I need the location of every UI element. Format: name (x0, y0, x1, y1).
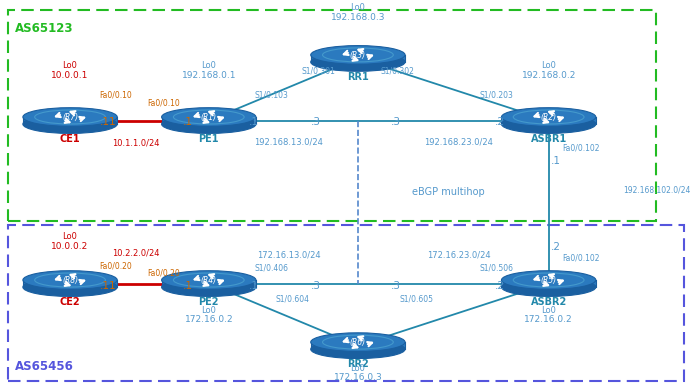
Text: Fa0/0.20: Fa0/0.20 (99, 262, 131, 271)
Text: 192.168.13.0/24: 192.168.13.0/24 (254, 137, 323, 146)
Text: AS65456: AS65456 (15, 360, 74, 373)
Text: Lo0: Lo0 (541, 306, 556, 315)
Text: (R5): (R5) (541, 276, 557, 285)
Text: S1/0.605: S1/0.605 (400, 294, 434, 303)
Text: (R1): (R1) (201, 113, 217, 122)
Text: 172.16.0.3: 172.16.0.3 (334, 373, 382, 382)
Text: 10.2.2.0/24: 10.2.2.0/24 (112, 249, 160, 258)
Text: .1: .1 (249, 117, 259, 127)
Ellipse shape (162, 115, 256, 133)
Text: 10.0.0.1: 10.0.0.1 (51, 71, 89, 80)
Text: 192.168.0.3: 192.168.0.3 (331, 13, 385, 22)
Polygon shape (311, 342, 405, 349)
Text: S1/0.301: S1/0.301 (301, 67, 335, 76)
Text: 172.16.23.0/24: 172.16.23.0/24 (427, 251, 490, 260)
Text: .3: .3 (391, 281, 401, 291)
Ellipse shape (311, 53, 405, 71)
Polygon shape (23, 280, 117, 287)
Text: .2: .2 (495, 281, 505, 291)
Text: (R4): (R4) (201, 276, 217, 285)
Text: .11: .11 (100, 117, 117, 127)
Text: 172.16.0.2: 172.16.0.2 (184, 315, 233, 324)
Polygon shape (311, 55, 405, 62)
Text: Fa0/0.102: Fa0/0.102 (562, 143, 600, 152)
Text: S1/0.506: S1/0.506 (480, 264, 514, 273)
Text: 10.1.1.0/24: 10.1.1.0/24 (112, 139, 160, 148)
Polygon shape (23, 117, 117, 124)
Text: .3: .3 (311, 117, 321, 127)
Text: Fa0/0.20: Fa0/0.20 (147, 269, 180, 278)
Text: S1/0.302: S1/0.302 (381, 67, 415, 76)
Text: Lo0: Lo0 (63, 232, 78, 241)
Text: ASBR1: ASBR1 (530, 135, 566, 144)
Text: .1: .1 (183, 281, 193, 291)
Text: (R2): (R2) (541, 113, 557, 122)
Ellipse shape (162, 271, 256, 289)
Text: Lo0: Lo0 (63, 61, 78, 70)
Text: .3: .3 (391, 117, 401, 127)
Text: RR2: RR2 (347, 359, 369, 369)
Ellipse shape (162, 278, 256, 296)
Text: CE1: CE1 (60, 135, 81, 144)
Text: S1/0.203: S1/0.203 (480, 91, 514, 100)
Ellipse shape (311, 340, 405, 359)
Ellipse shape (23, 115, 117, 133)
Text: ASBR2: ASBR2 (530, 297, 566, 307)
Text: Fa0/0.10: Fa0/0.10 (147, 99, 180, 108)
Text: (R3): (R3) (350, 51, 366, 60)
Text: 192.168.23.0/24: 192.168.23.0/24 (424, 137, 493, 146)
Text: 192.168.102.0/24: 192.168.102.0/24 (623, 186, 691, 195)
Text: S1/0.103: S1/0.103 (254, 91, 288, 100)
Text: 10.0.0.2: 10.0.0.2 (51, 242, 89, 251)
Text: 192.168.0.2: 192.168.0.2 (521, 71, 576, 80)
Text: 192.168.0.1: 192.168.0.1 (181, 71, 236, 80)
Ellipse shape (502, 278, 596, 296)
Text: .1: .1 (550, 156, 561, 166)
Text: eBGP multihop: eBGP multihop (411, 187, 484, 197)
Text: Lo0: Lo0 (350, 364, 366, 373)
Text: Lo0: Lo0 (541, 61, 556, 70)
Text: Lo0: Lo0 (202, 61, 216, 70)
Text: (R8): (R8) (62, 276, 78, 285)
Polygon shape (162, 117, 256, 124)
Text: RR1: RR1 (347, 72, 369, 82)
Text: 172.16.13.0/24: 172.16.13.0/24 (256, 251, 320, 260)
Ellipse shape (502, 115, 596, 133)
Ellipse shape (311, 46, 405, 64)
Text: Lo0: Lo0 (350, 3, 366, 12)
Ellipse shape (23, 108, 117, 126)
Ellipse shape (502, 271, 596, 289)
Ellipse shape (23, 278, 117, 296)
Ellipse shape (502, 108, 596, 126)
Text: Lo0: Lo0 (202, 306, 216, 315)
Text: (R7): (R7) (62, 113, 78, 122)
Text: .2: .2 (550, 242, 561, 252)
Text: 172.16.0.2: 172.16.0.2 (524, 315, 573, 324)
Ellipse shape (311, 333, 405, 352)
Polygon shape (162, 280, 256, 287)
Text: S1/0.406: S1/0.406 (254, 264, 288, 273)
Text: PE1: PE1 (199, 135, 219, 144)
Text: .3: .3 (311, 281, 321, 291)
Text: (R6): (R6) (350, 338, 366, 347)
Text: .1: .1 (249, 281, 259, 291)
Ellipse shape (23, 271, 117, 289)
Polygon shape (502, 280, 596, 287)
Text: .2: .2 (495, 117, 505, 127)
Ellipse shape (162, 108, 256, 126)
Text: Fa0/0.10: Fa0/0.10 (99, 91, 131, 100)
Text: AS65123: AS65123 (15, 22, 73, 34)
Text: S1/0.604: S1/0.604 (275, 294, 309, 303)
Text: PE2: PE2 (199, 297, 219, 307)
Text: .11: .11 (100, 281, 117, 291)
Text: CE2: CE2 (60, 297, 81, 307)
Text: Fa0/0.102: Fa0/0.102 (562, 254, 600, 263)
Text: .1: .1 (183, 117, 193, 127)
Polygon shape (502, 117, 596, 124)
